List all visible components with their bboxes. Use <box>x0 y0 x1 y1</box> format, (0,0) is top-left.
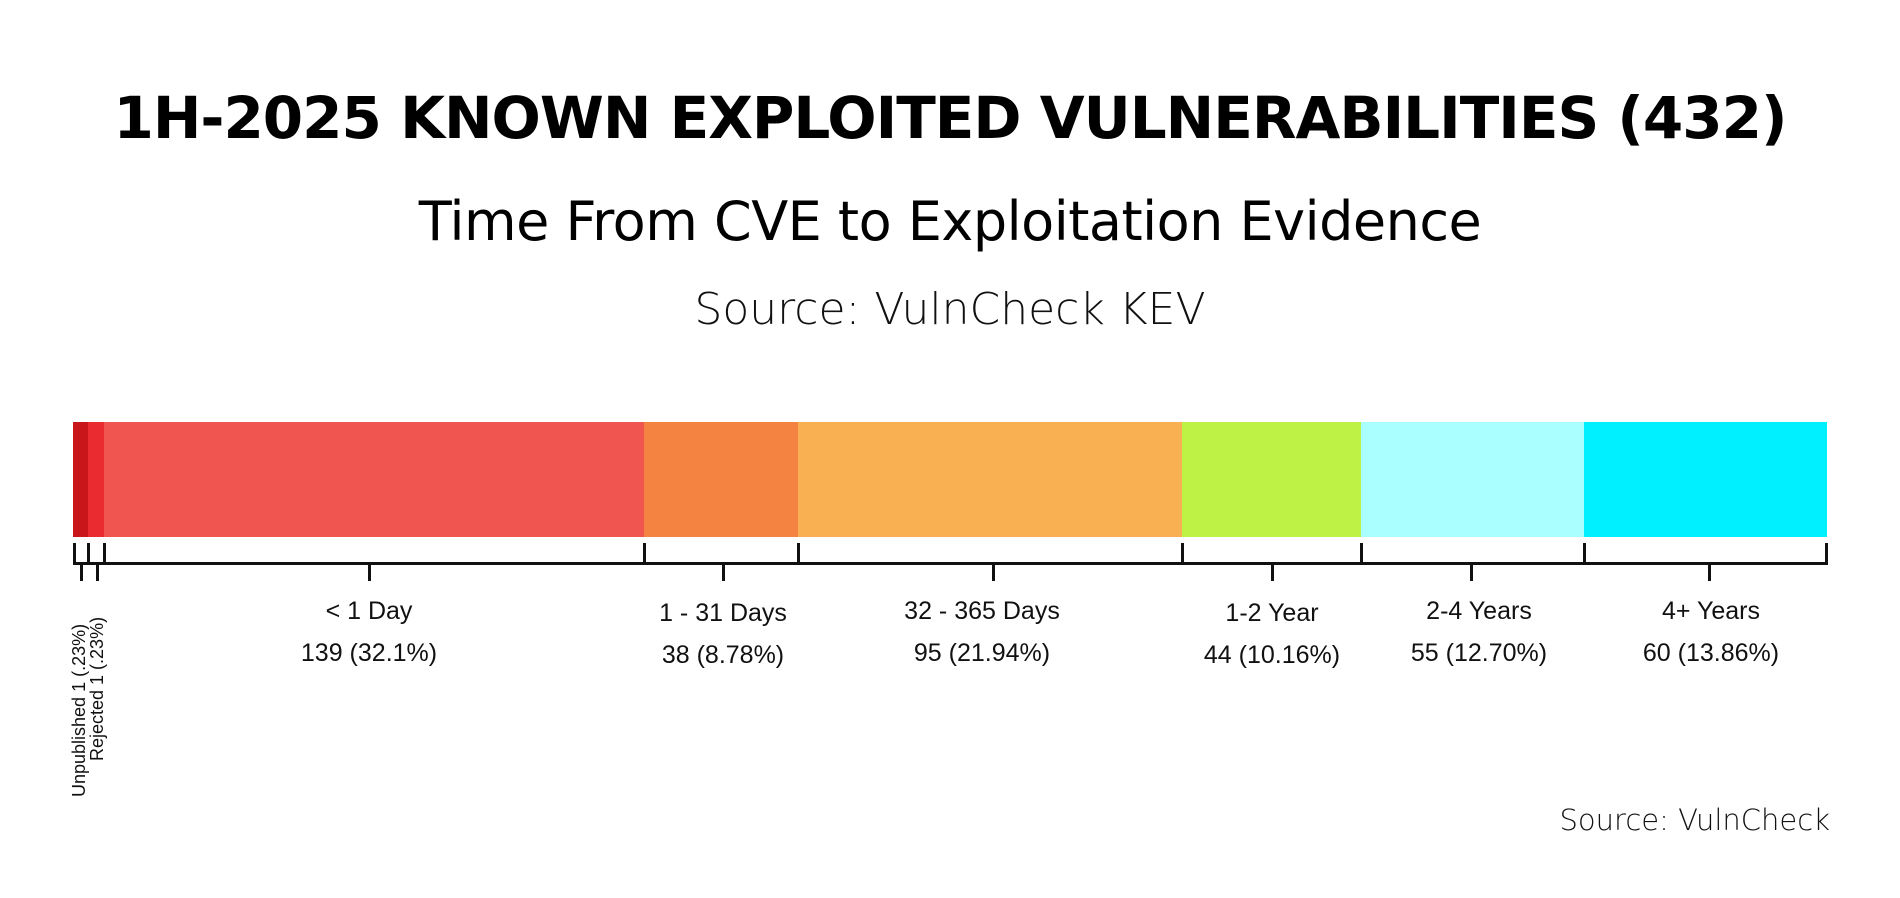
segment-label-lt-1-day: < 1 Day 139 (32.1%) <box>301 590 437 674</box>
bracket-boundary-tick <box>87 543 90 564</box>
segment-value: 60 (13.86%) <box>1642 639 1780 667</box>
segment-category: 1 - 31 Days <box>659 599 787 627</box>
bracket-center-tick <box>992 563 995 581</box>
bracket-boundary-tick <box>797 543 800 564</box>
segment-value: 38 (8.78%) <box>661 641 785 669</box>
segment-label-rejected: Rejected 1 (.23%) <box>87 616 107 761</box>
bar-segment-1-31-days <box>644 422 798 537</box>
bar-segment-unpublished <box>73 422 88 537</box>
bar-segment-4-plus-years <box>1584 422 1827 537</box>
segment-label-1-2-year: 1-2 Year 44 (10.16%) <box>1204 592 1340 676</box>
bracket-boundary-tick <box>1181 543 1184 564</box>
bracket-boundary-tick <box>1825 543 1828 564</box>
segment-category: 4+ Years <box>1661 597 1761 625</box>
bar-segment-rejected <box>88 422 104 537</box>
chart-subtitle: Time From CVE to Exploitation Evidence <box>418 190 1482 253</box>
bracket-center-tick <box>96 563 99 581</box>
bracket-center-tick <box>1271 563 1274 581</box>
bracket-center-tick <box>1470 563 1473 581</box>
bracket-boundary-tick <box>103 543 106 564</box>
bracket-boundary-tick <box>1583 543 1586 564</box>
segment-value: 44 (10.16%) <box>1203 641 1341 669</box>
bracket-boundary-tick <box>643 543 646 564</box>
footer-source: Source: VulnCheck <box>1559 803 1831 837</box>
bracket-boundary-tick <box>1360 543 1363 564</box>
segment-category: 2-4 Years <box>1426 597 1532 625</box>
bracket-center-tick <box>722 563 725 581</box>
bracket-boundary-tick <box>73 543 76 564</box>
chart-title: 1H-2025 KNOWN EXPLOITED VULNERABILITIES … <box>113 84 1787 152</box>
segment-value: 139 (32.1%) <box>300 639 438 667</box>
segment-value: 95 (21.94%) <box>913 639 1051 667</box>
segment-label-32-365-days: 32 - 365 Days 95 (21.94%) <box>904 590 1060 674</box>
segment-value: 55 (12.70%) <box>1410 639 1548 667</box>
segment-label-unpublished: Unpublished 1 (.23%) <box>69 623 89 797</box>
bracket-center-tick <box>1708 563 1711 581</box>
segment-category: < 1 Day <box>325 597 413 625</box>
bracket-baseline <box>73 562 1828 565</box>
bar-segment-1-2-year <box>1182 422 1361 537</box>
chart-source-subtitle: Source: VulnCheck KEV <box>694 284 1206 335</box>
bracket-center-tick <box>368 563 371 581</box>
segment-label-1-31-days: 1 - 31 Days 38 (8.78%) <box>659 592 787 676</box>
segment-label-4-plus-years: 4+ Years 60 (13.86%) <box>1643 590 1779 674</box>
bracket-center-tick <box>80 563 83 581</box>
segment-label-2-4-years: 2-4 Years 55 (12.70%) <box>1411 590 1547 674</box>
segment-category: 32 - 365 Days <box>904 597 1060 625</box>
segment-category: 1-2 Year <box>1225 599 1319 627</box>
bar-segment-32-365-days <box>798 422 1182 537</box>
bar-segment-lt-1-day <box>104 422 644 537</box>
bar-segment-2-4-years <box>1361 422 1584 537</box>
